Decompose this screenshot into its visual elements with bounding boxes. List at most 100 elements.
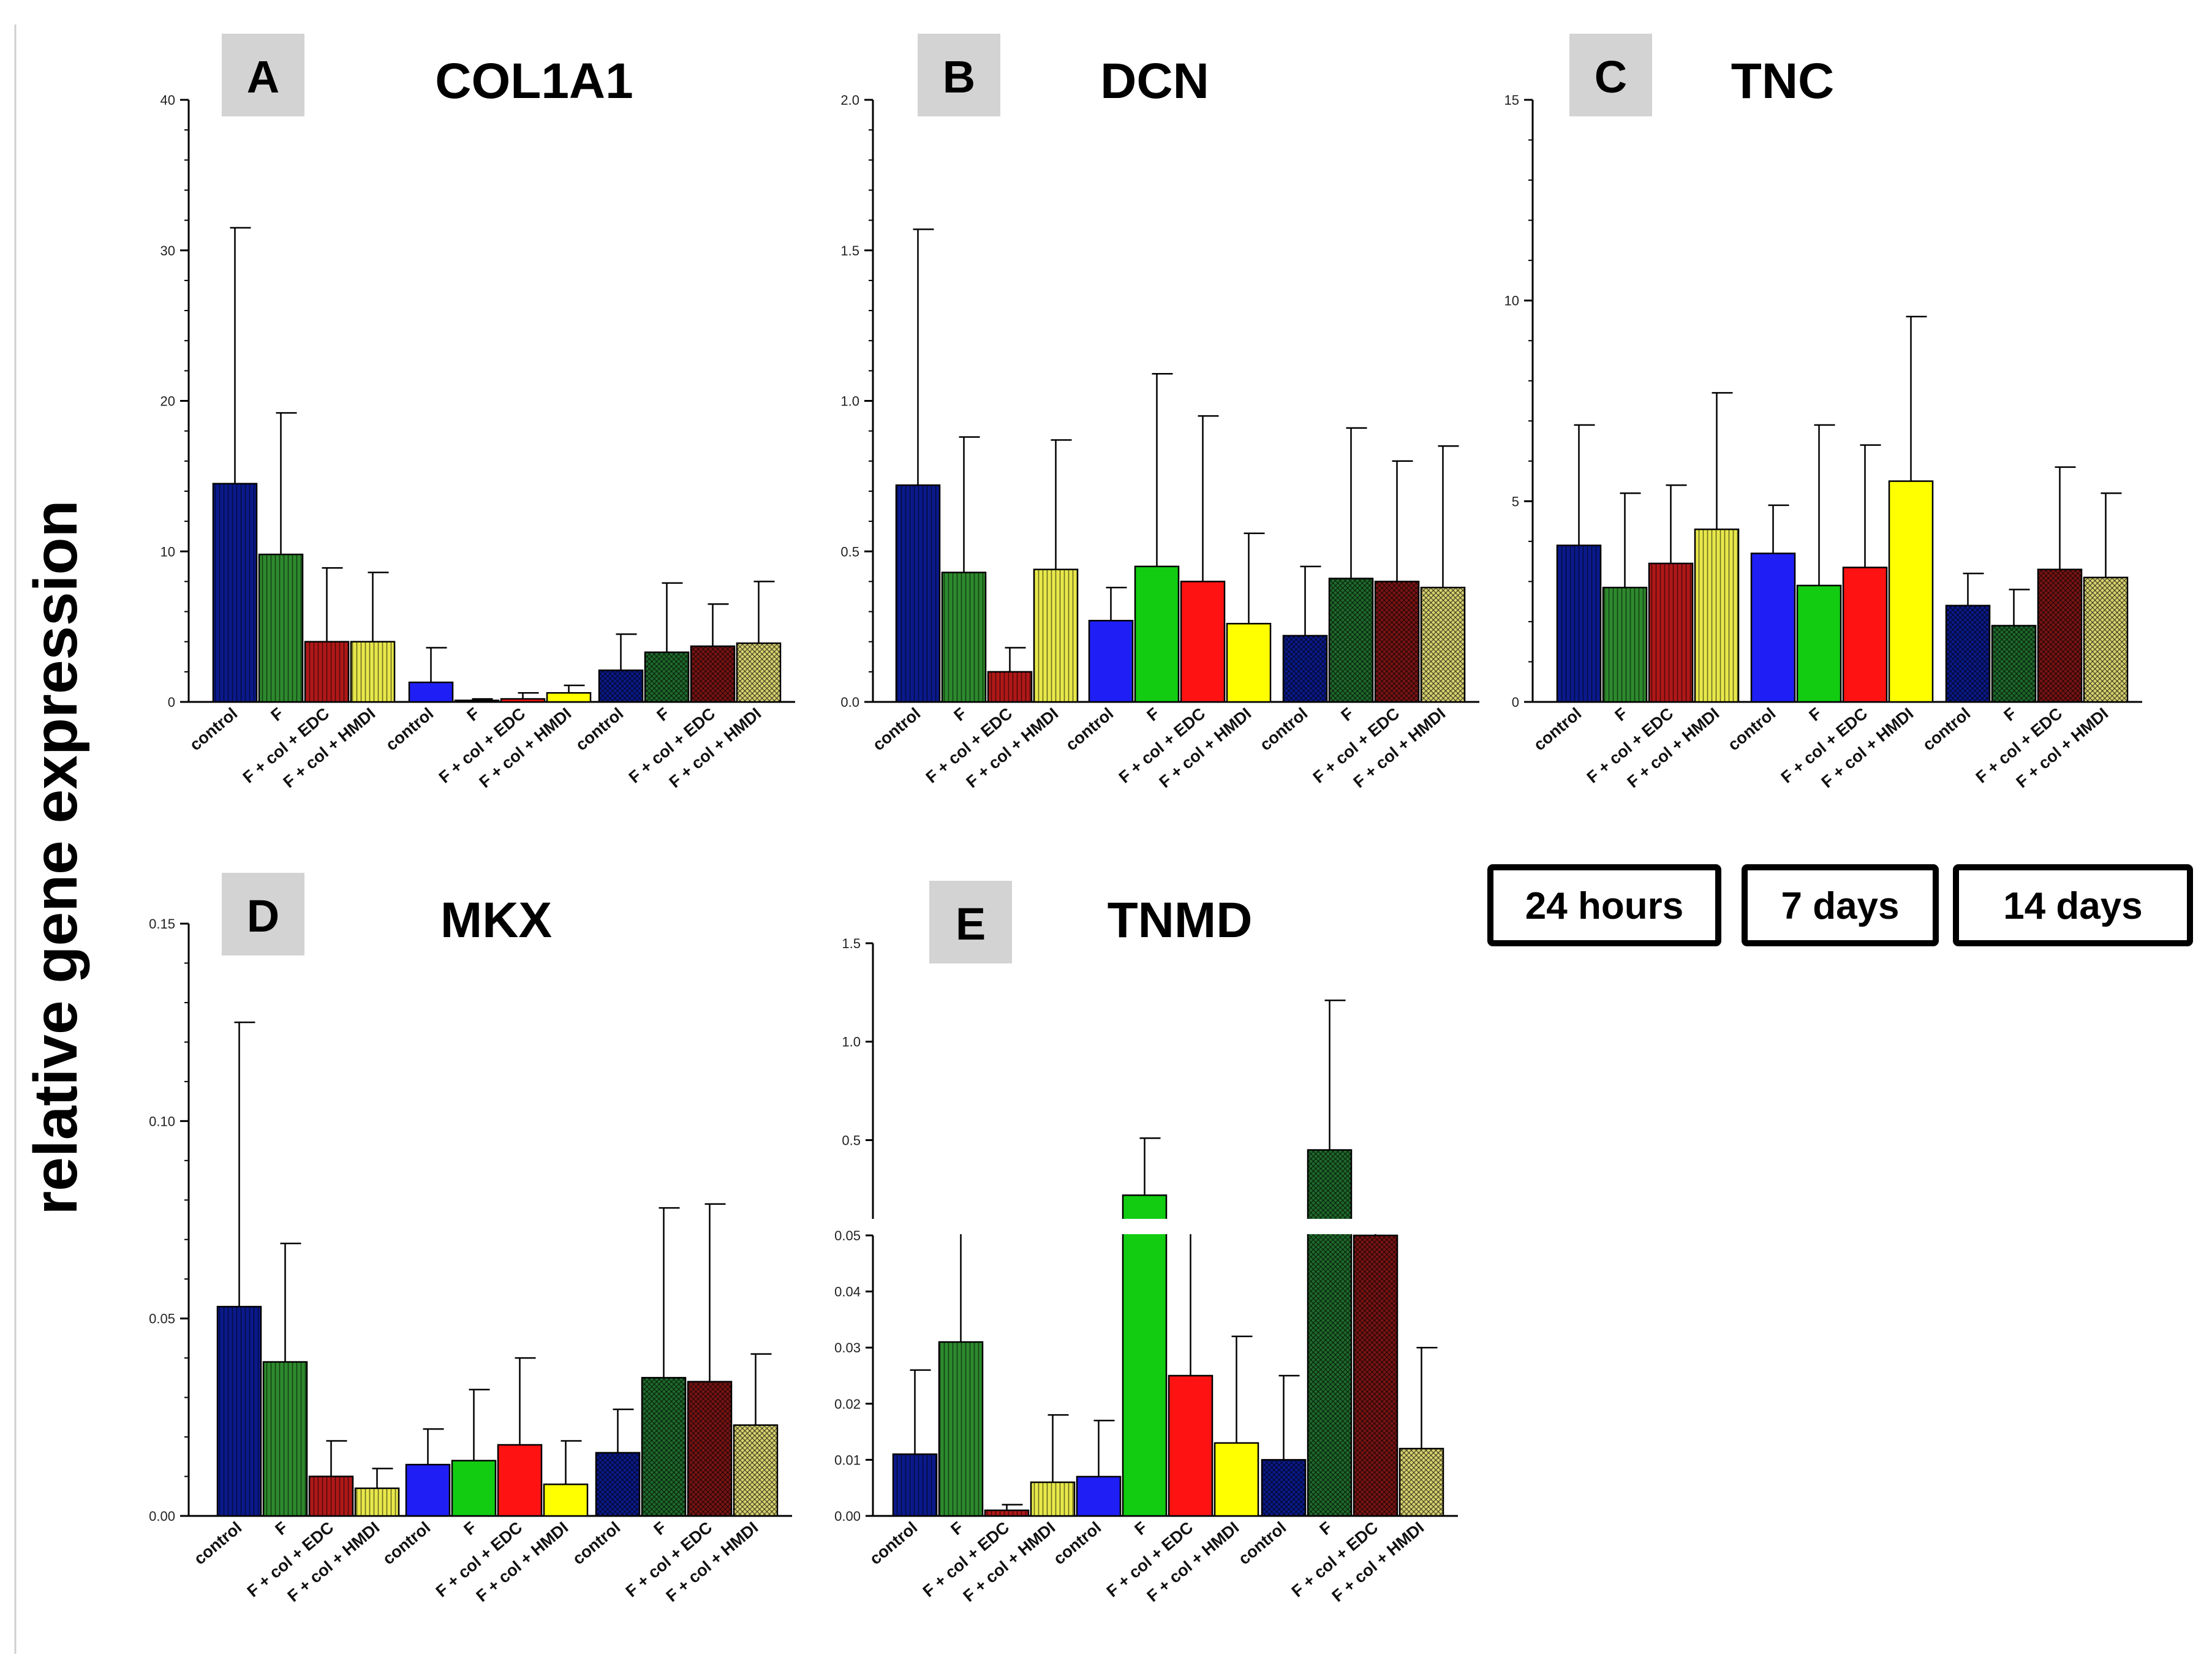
y-tick-label: 0 — [1512, 695, 1519, 710]
bar-7-days-f — [1796, 584, 1842, 703]
x-tick-label: F — [460, 1518, 480, 1539]
y-tick-label: 0.00 — [834, 1509, 861, 1524]
y-tick-label: 0.5 — [842, 1132, 861, 1148]
x-tick-label: control — [1724, 704, 1779, 755]
bar-14-days-f-col-edc-pattern — [1354, 1235, 1397, 1516]
bar-7-days-f — [1134, 565, 1180, 703]
bar-7-days-control — [405, 1463, 451, 1517]
bar-24-hours-f-pattern — [1603, 587, 1647, 702]
bar-14-days-f-col-edc-pattern — [2038, 569, 2082, 702]
y-tick-label: 5 — [1512, 494, 1519, 509]
x-tick-label: control — [869, 704, 924, 755]
bar-7-days-control — [1076, 1475, 1122, 1517]
bar-14-days-f-pattern — [645, 652, 689, 702]
bar-7-days-f-col-hmdi — [1226, 622, 1272, 703]
x-tick-label: control — [379, 1518, 434, 1569]
x-tick-label: control — [1062, 704, 1117, 755]
panel-title: MKX — [440, 892, 552, 948]
bar-7-days-control — [1750, 552, 1796, 703]
bar-7-days-f — [454, 699, 500, 703]
bar-7-days-f-col-edc — [497, 1444, 543, 1517]
bar-14-days-f-col-edc-pattern — [1375, 581, 1419, 702]
panel-tag-box — [222, 34, 304, 116]
panel-tag-box — [222, 873, 304, 955]
x-tick-label: control — [186, 704, 241, 755]
bar-7-days-control — [408, 681, 454, 703]
bar-24-hours-f-col-hmdi-pattern — [1034, 569, 1078, 702]
panel-tag-box — [929, 881, 1012, 963]
y-tick-label: 0.03 — [834, 1340, 861, 1355]
y-tick-label: 1.5 — [842, 936, 861, 951]
bar-14-days-f-col-edc-pattern — [688, 1381, 731, 1516]
bar-24-hours-f-col-hmdi-pattern — [351, 641, 394, 702]
y-tick-label: 0.02 — [834, 1396, 861, 1412]
x-tick-label: control — [1050, 1518, 1104, 1569]
y-tick-label: 0.0 — [840, 695, 859, 710]
bar-7-days-f-col-edc — [1842, 567, 1888, 703]
bar-7-days-f-col-edc — [1180, 581, 1226, 703]
x-tick-label: control — [866, 1518, 921, 1569]
x-tick-label: F — [1316, 1518, 1335, 1539]
bar-14-days-f-col-hmdi-pattern — [2084, 577, 2127, 702]
y-tick-label: 0 — [168, 695, 175, 710]
y-tick-label: 1.0 — [842, 1034, 861, 1050]
bar-24-hours-f-col-edc-pattern — [1649, 563, 1693, 702]
bar-7-days-f-col-hmdi — [1214, 1442, 1259, 1517]
y-tick-label: 20 — [160, 394, 175, 409]
y-tick-label: 10 — [160, 544, 175, 559]
bar-24-hours-f-col-edc-pattern — [305, 641, 349, 702]
bar-14-days-f-pattern — [1329, 578, 1373, 702]
axis-break-gap — [870, 1219, 1460, 1234]
x-tick-label: F — [1143, 704, 1163, 725]
legend-14-days: 14 days — [2003, 885, 2143, 927]
bar-24-hours-f-pattern — [942, 572, 986, 702]
bar-7-days-f-col-hmdi — [1888, 480, 1934, 703]
bar-14-days-f-col-hmdi-pattern — [1421, 587, 1465, 702]
bar-24-hours-control-pattern — [1557, 545, 1601, 702]
x-tick-label: control — [1919, 704, 1974, 755]
bar-7-days-f-col-hmdi — [543, 1483, 589, 1517]
bar-24-hours-control-pattern — [896, 485, 940, 702]
bar-24-hours-f-pattern — [939, 1342, 983, 1516]
x-tick-label: F — [267, 704, 287, 725]
y-tick-label: 0.01 — [834, 1452, 861, 1468]
bar-7-days-f-col-edc — [500, 698, 546, 703]
x-tick-label: control — [572, 704, 627, 755]
x-tick-label: F — [1337, 704, 1357, 725]
legend-24-hours: 24 hours — [1525, 885, 1683, 927]
y-tick-label: 0.15 — [149, 916, 175, 932]
bar-24-hours-control-pattern — [213, 483, 257, 702]
x-tick-label: control — [191, 1518, 245, 1569]
bar-7-days-f — [1122, 1194, 1168, 1517]
panel-letter: C — [1595, 51, 1627, 102]
panel-letter: A — [247, 51, 279, 102]
x-tick-label: F — [1805, 704, 1825, 725]
x-tick-label: F — [653, 704, 673, 725]
bar-24-hours-f-col-edc-pattern — [309, 1476, 353, 1516]
y-tick-label: 10 — [1504, 293, 1519, 309]
y-tick-label: 0.04 — [834, 1284, 861, 1300]
y-tick-label: 1.5 — [840, 243, 859, 258]
bar-7-days-f-col-hmdi — [546, 692, 592, 703]
panel-title: DCN — [1100, 53, 1209, 109]
bar-14-days-f-pattern — [642, 1377, 685, 1516]
panel-letter: E — [956, 899, 986, 949]
y-tick-label: 15 — [1504, 92, 1519, 108]
bar-14-days-f-pattern — [1308, 1150, 1351, 1516]
bar-24-hours-f-pattern — [263, 1362, 307, 1516]
bar-7-days-f-col-edc — [1168, 1374, 1214, 1517]
bar-24-hours-f-col-hmdi-pattern — [1031, 1482, 1074, 1516]
bar-7-days-control — [1088, 620, 1134, 703]
x-tick-label: F — [463, 704, 483, 725]
panel-tag-box — [1569, 34, 1652, 116]
panel-title: TNC — [1731, 53, 1835, 109]
bar-24-hours-control-pattern — [893, 1454, 937, 1516]
bar-24-hours-f-col-hmdi-pattern — [355, 1488, 399, 1516]
y-tick-label: 0.00 — [149, 1509, 175, 1524]
bar-24-hours-f-col-edc-pattern — [988, 671, 1032, 702]
panel-e-tnmd: E TNMD 0.00 0.01 0.02 0.03 0.04 0.05 0.5 1.0 1.5 co… — [834, 881, 1460, 1605]
bar-14-days-f-pattern — [1992, 625, 2036, 702]
